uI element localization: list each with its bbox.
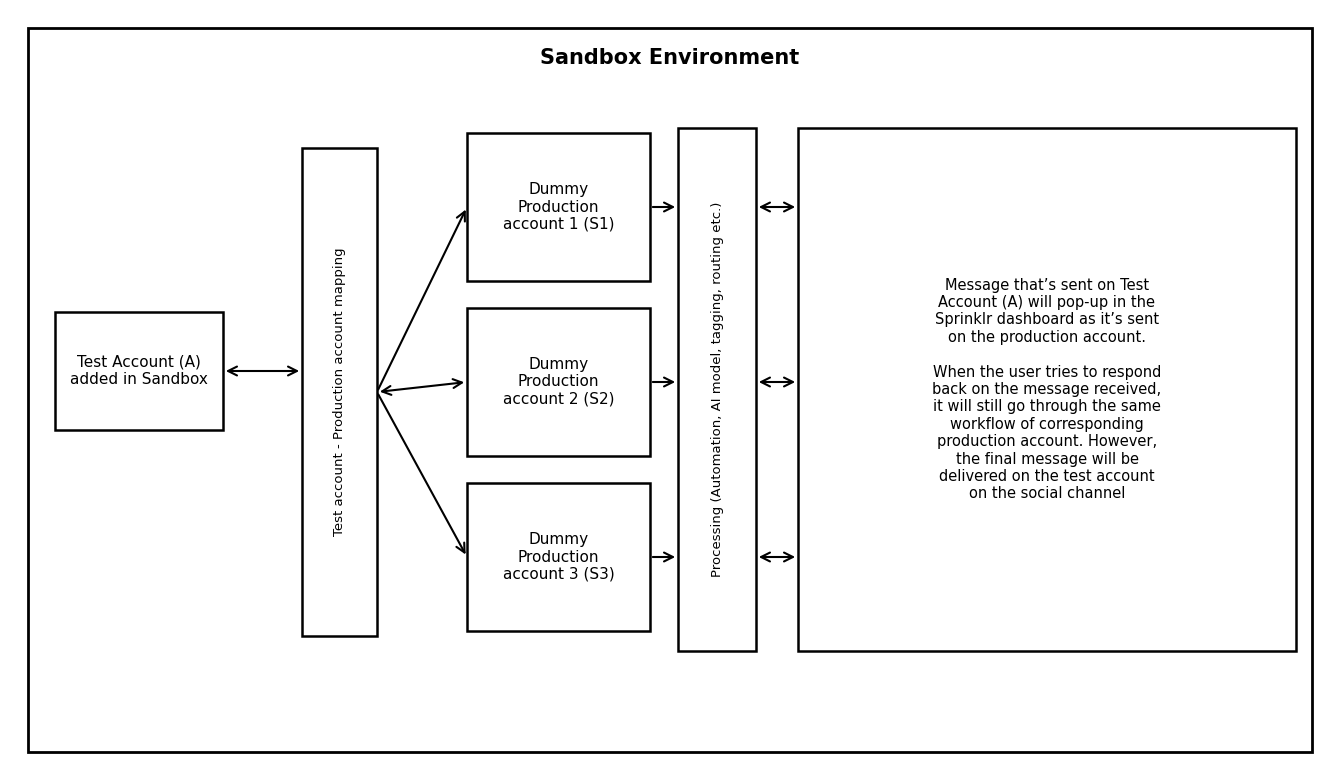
Bar (468, 483, 650, 631)
Bar (55, 312, 222, 430)
Text: Dummy
Production
account 3 (S3): Dummy Production account 3 (S3) (502, 532, 614, 582)
Bar (799, 128, 1296, 651)
Text: Processing (Automation, AI model, tagging, routing etc.): Processing (Automation, AI model, taggin… (710, 202, 724, 577)
Text: Test Account (A)
added in Sandbox: Test Account (A) added in Sandbox (70, 355, 208, 387)
Bar (468, 133, 650, 281)
Text: Sandbox Environment: Sandbox Environment (540, 48, 800, 68)
Bar (302, 148, 377, 636)
Text: Message that’s sent on Test
Account (A) will pop-up in the
Sprinklr dashboard as: Message that’s sent on Test Account (A) … (933, 278, 1162, 502)
Text: Dummy
Production
account 1 (S1): Dummy Production account 1 (S1) (502, 182, 614, 232)
Bar (468, 308, 650, 456)
Text: Dummy
Production
account 2 (S2): Dummy Production account 2 (S2) (502, 357, 614, 407)
Bar (678, 128, 756, 651)
Text: Test account - Production account mapping: Test account - Production account mappin… (334, 248, 346, 537)
